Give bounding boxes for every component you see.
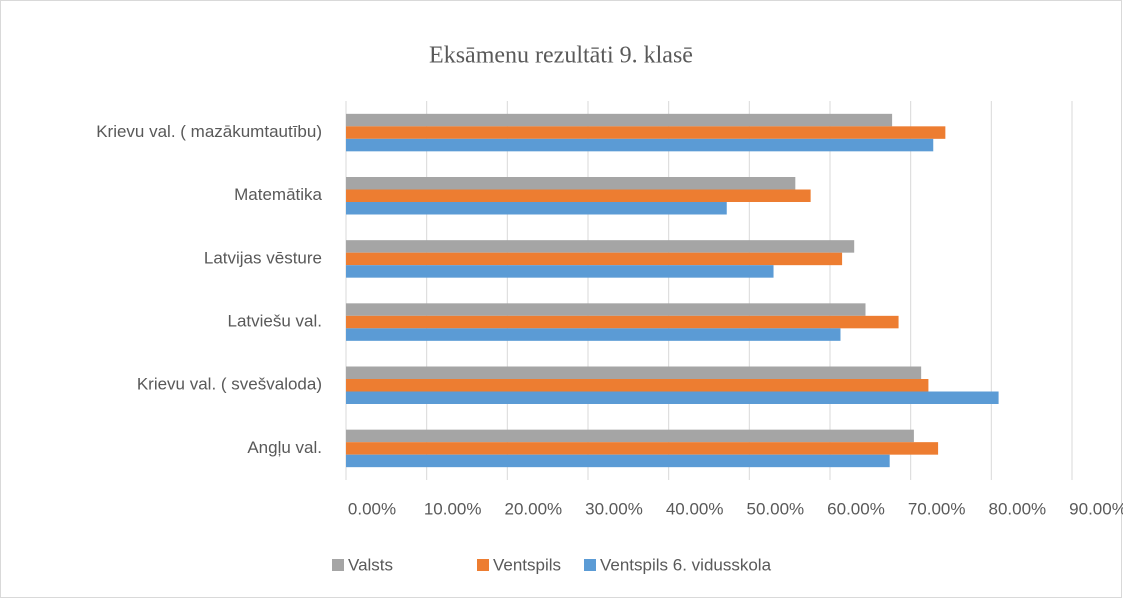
x-tick-label: 0.00% [348,499,396,518]
bar [346,391,999,404]
x-tick-label: 40.00% [666,499,724,518]
y-tick-label: Angļu val. [247,438,322,457]
legend-label: Valsts [348,555,393,574]
bar [346,442,939,455]
bar [346,265,774,278]
bar [346,379,929,392]
bar [346,202,727,215]
bar [346,240,855,253]
bar [346,429,914,443]
bar [346,328,841,341]
legend-label: Ventspils [493,555,561,574]
bar [346,454,890,468]
y-tick-label: Matemātika [234,185,322,204]
legend-label: Ventspils 6. vidusskola [600,555,772,574]
bar [346,113,893,127]
x-tick-label: 70.00% [908,499,966,518]
x-tick-label: 30.00% [585,499,643,518]
chart-title: Eksāmenu rezultāti 9. klasē [429,43,693,69]
bar [346,126,946,139]
bar [346,366,922,379]
x-tick-label: 50.00% [746,499,804,518]
y-tick-label: Latviešu val. [228,312,323,331]
x-tick-label: 80.00% [988,499,1046,518]
x-tick-label: 90.00% [1069,499,1123,518]
bar [346,252,843,266]
legend-swatch [477,559,489,571]
bar [346,315,899,329]
legend-swatch [584,559,596,571]
x-tick-label: 20.00% [504,499,562,518]
legend-swatch [332,559,344,571]
y-tick-label: Krievu val. ( svešvaloda) [137,375,322,394]
x-tick-label: 10.00% [424,499,482,518]
y-tick-label: Latvijas vēsture [204,248,322,267]
y-tick-label: Krievu val. ( mazākumtautību) [96,122,322,141]
x-tick-label: 60.00% [827,499,885,518]
bar [346,303,866,316]
bar [346,138,934,152]
bar [346,189,811,202]
bar [346,177,796,190]
